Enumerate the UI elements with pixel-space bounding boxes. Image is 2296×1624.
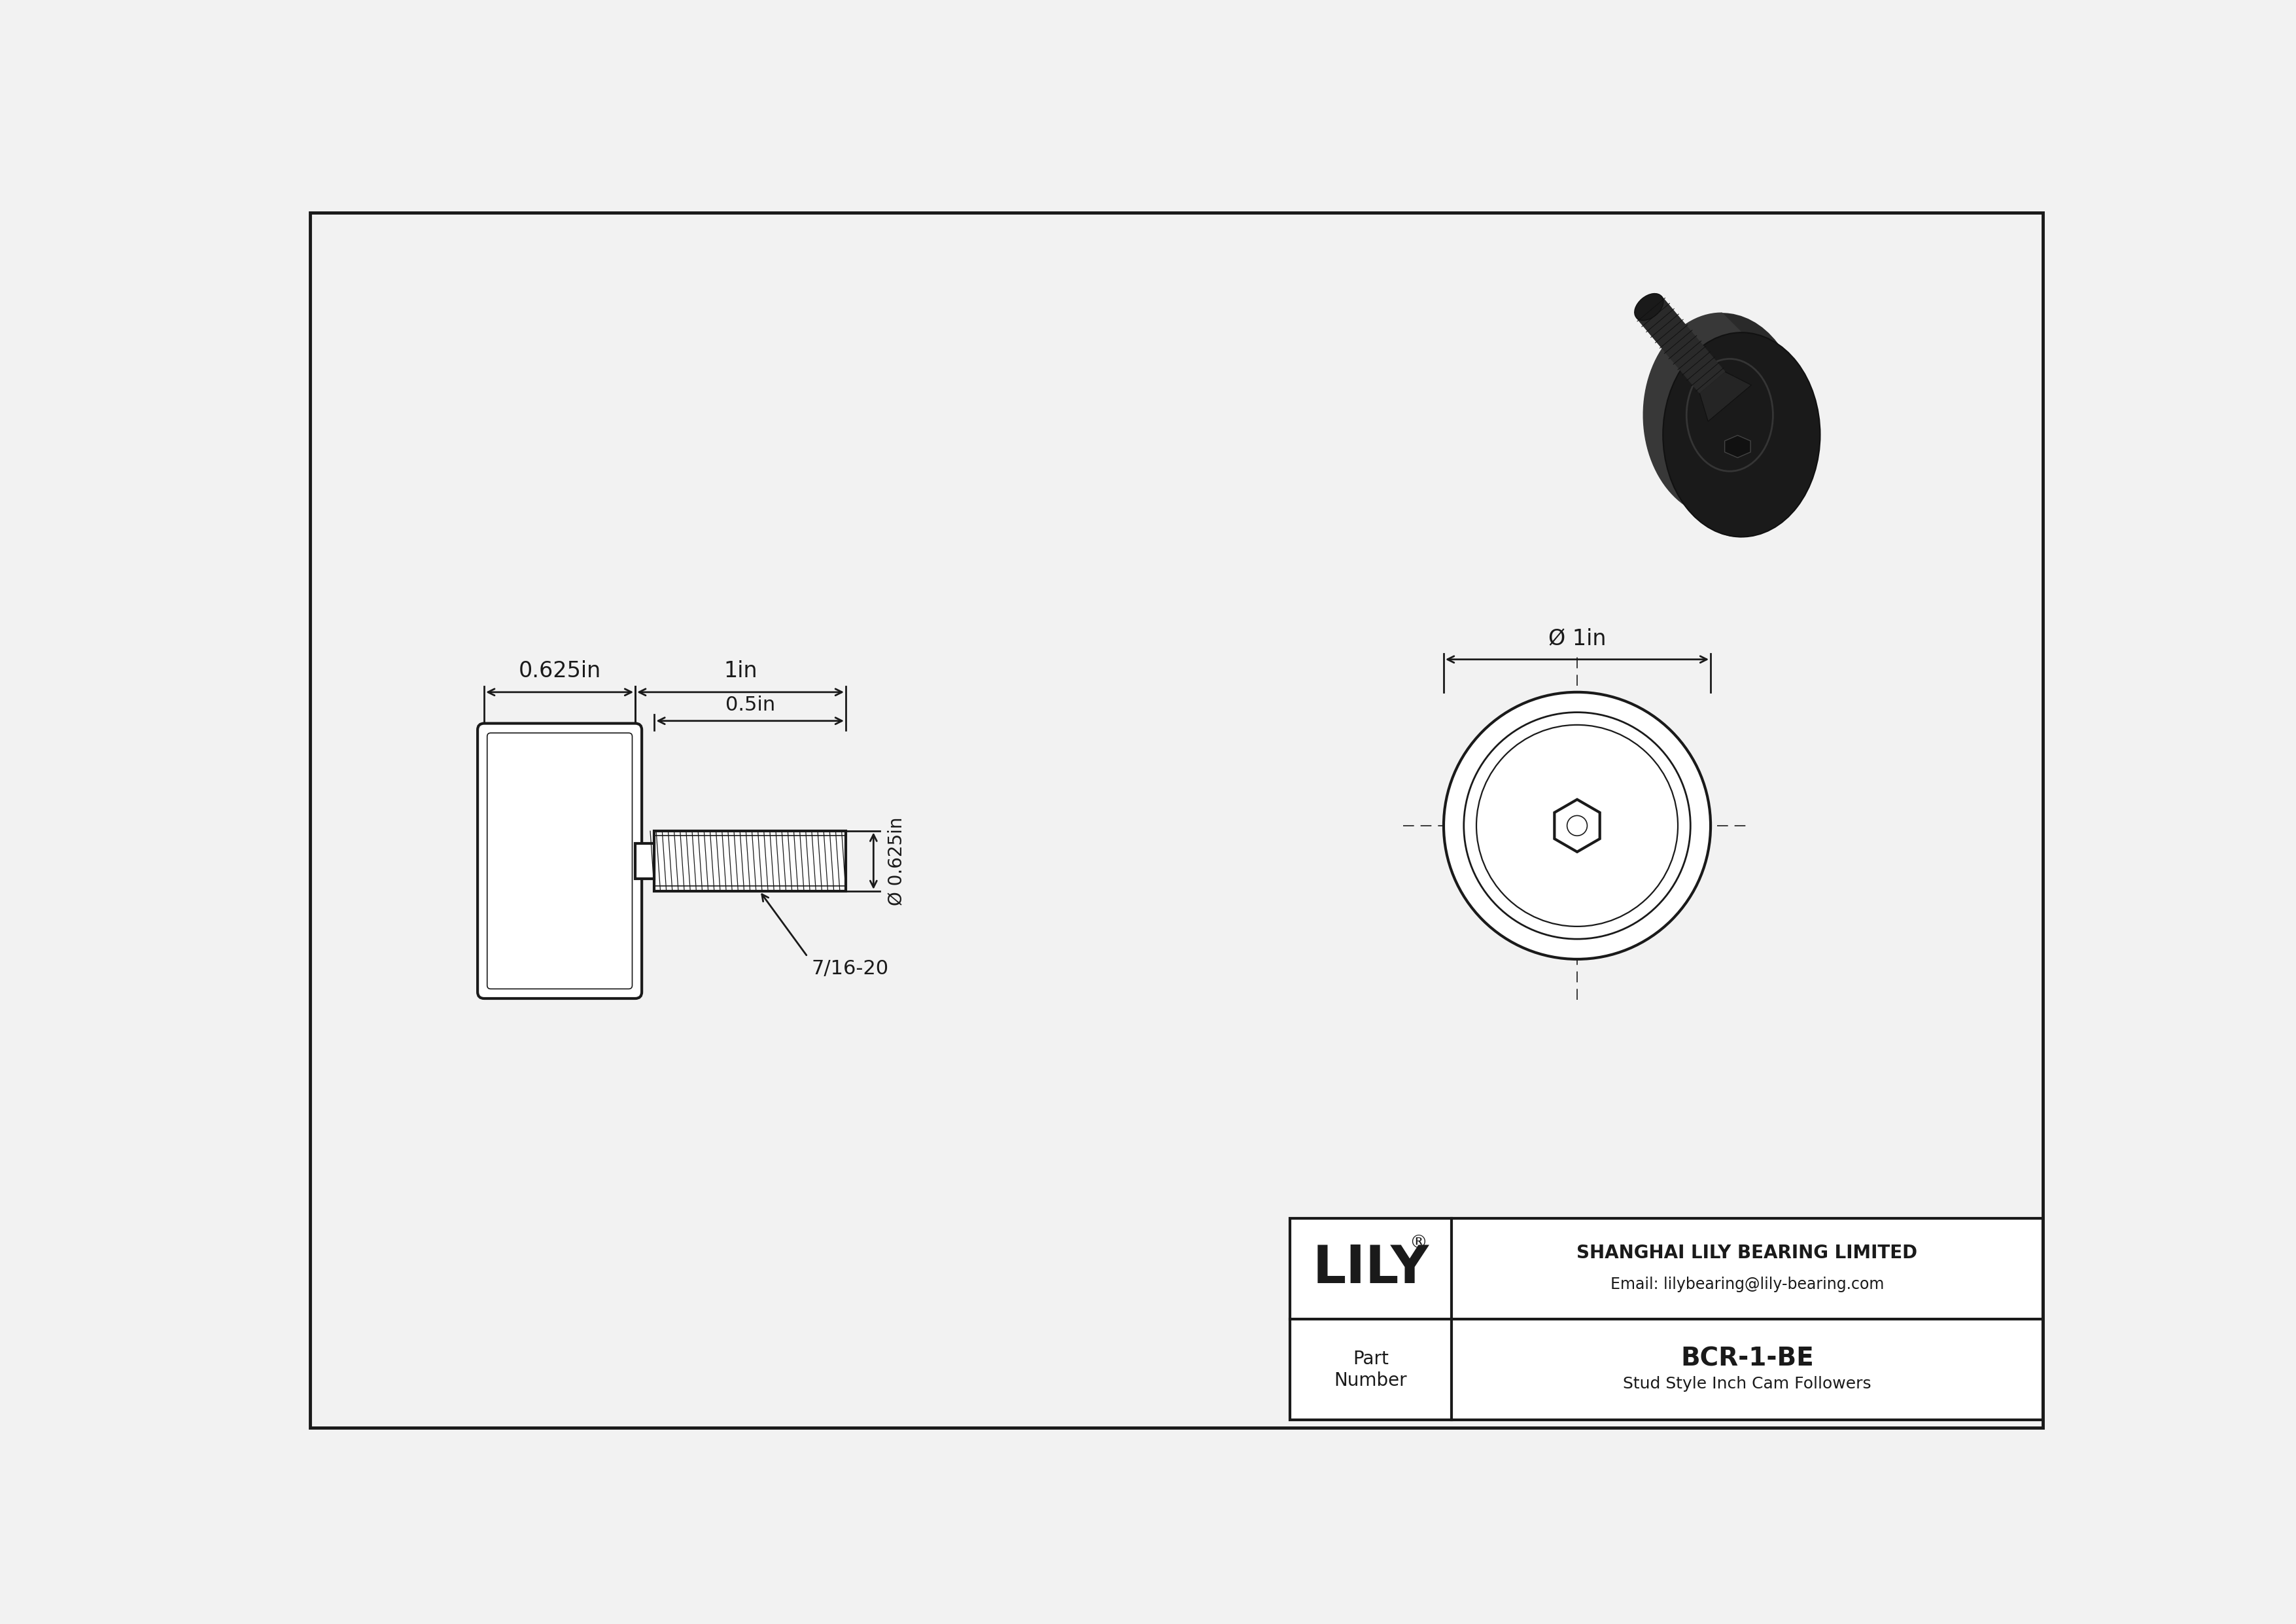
Polygon shape [1637, 296, 1724, 393]
Polygon shape [1724, 435, 1750, 458]
Text: LILY: LILY [1313, 1244, 1428, 1294]
Text: Email: lilybearing@lily-bearing.com: Email: lilybearing@lily-bearing.com [1609, 1276, 1885, 1293]
Circle shape [1444, 692, 1711, 960]
Text: 1in: 1in [723, 661, 758, 682]
FancyBboxPatch shape [478, 723, 643, 999]
Text: ®: ® [1410, 1234, 1428, 1252]
Bar [636, 843, 654, 879]
Bar [654, 831, 845, 892]
Text: 7/16-20: 7/16-20 [810, 960, 889, 978]
Polygon shape [1644, 313, 1743, 538]
Ellipse shape [1635, 294, 1662, 320]
Text: SHANGHAI LILY BEARING LIMITED: SHANGHAI LILY BEARING LIMITED [1577, 1244, 1917, 1262]
Text: Ø 1in: Ø 1in [1548, 628, 1607, 650]
Ellipse shape [1644, 313, 1800, 516]
Text: Part
Number: Part Number [1334, 1350, 1407, 1390]
Bar [1290, 1218, 2043, 1419]
Text: 0.625in: 0.625in [519, 661, 602, 682]
Text: BCR-1-BE: BCR-1-BE [1681, 1346, 1814, 1371]
Text: Ø 0.625in: Ø 0.625in [889, 817, 907, 905]
Polygon shape [1554, 799, 1600, 853]
Polygon shape [1699, 372, 1752, 422]
Text: Stud Style Inch Cam Followers: Stud Style Inch Cam Followers [1623, 1376, 1871, 1392]
Ellipse shape [1662, 333, 1821, 538]
Text: 0.5in: 0.5in [726, 695, 776, 715]
